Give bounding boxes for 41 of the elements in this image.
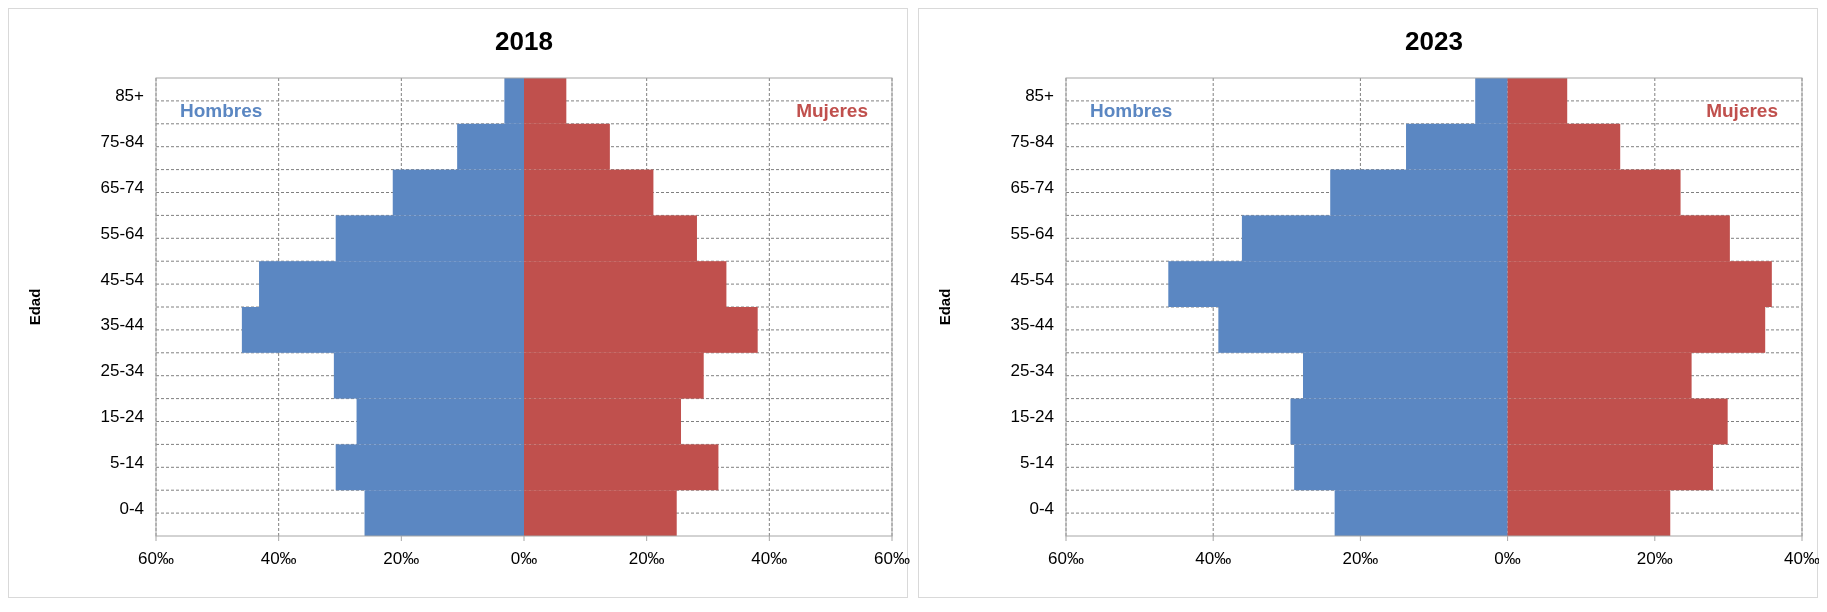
y-tick-label: 0-4 <box>119 498 144 518</box>
x-tick-label: 20‰ <box>383 549 420 568</box>
x-tick-label: 60‰ <box>1048 549 1084 568</box>
y-tick-label: 15-24 <box>100 406 144 426</box>
y-tick-label: 5-14 <box>1019 452 1054 472</box>
text: Hombres <box>1090 99 1173 121</box>
y-tick-label: 65-74 <box>100 177 144 197</box>
chart-title: 2018 <box>495 26 553 56</box>
y-tick-label: 75-84 <box>100 132 144 152</box>
y-tick-label: 85+ <box>115 86 145 106</box>
x-tick-label: 20‰ <box>628 549 665 568</box>
y-tick-label: 15-24 <box>1010 406 1054 426</box>
x-tick-label: 20‰ <box>1636 549 1673 568</box>
x-tick-label: 0‰ <box>1494 549 1521 568</box>
x-tick-label: 60‰ <box>874 549 910 568</box>
x-tick-label: 20‰ <box>1342 549 1379 568</box>
y-tick-label: 5-14 <box>109 452 144 472</box>
x-tick-label: 60‰ <box>138 549 174 568</box>
y-tick-label: 35-44 <box>1010 315 1054 335</box>
y-tick-label: 55-64 <box>100 223 144 243</box>
y-tick-label: 55-64 <box>1010 223 1054 243</box>
x-tick-label: 40‰ <box>751 549 788 568</box>
y-tick-label: 25-34 <box>1010 361 1054 381</box>
y-tick-label: 65-74 <box>1010 177 1054 197</box>
y-axis-title: Edad <box>26 288 43 326</box>
chart-title: 2023 <box>1405 26 1463 56</box>
y-tick-label: 45-54 <box>1010 269 1054 289</box>
x-tick-label: 40‰ <box>1784 549 1820 568</box>
x-tick-label: 40‰ <box>260 549 297 568</box>
y-tick-label: 35-44 <box>100 315 144 335</box>
y-tick-label: 0-4 <box>1029 498 1054 518</box>
text: Mujeres <box>1706 99 1778 121</box>
y-axis-title: Edad <box>936 288 953 326</box>
x-tick-label: 40‰ <box>1195 549 1232 568</box>
text: Mujeres <box>796 99 868 121</box>
y-tick-label: 75-84 <box>1010 132 1054 152</box>
y-tick-label: 45-54 <box>100 269 144 289</box>
x-tick-label: 0‰ <box>510 549 538 568</box>
y-tick-label: 85+ <box>1025 86 1055 106</box>
text: Hombres <box>180 99 263 121</box>
y-tick-label: 25-34 <box>100 361 144 381</box>
